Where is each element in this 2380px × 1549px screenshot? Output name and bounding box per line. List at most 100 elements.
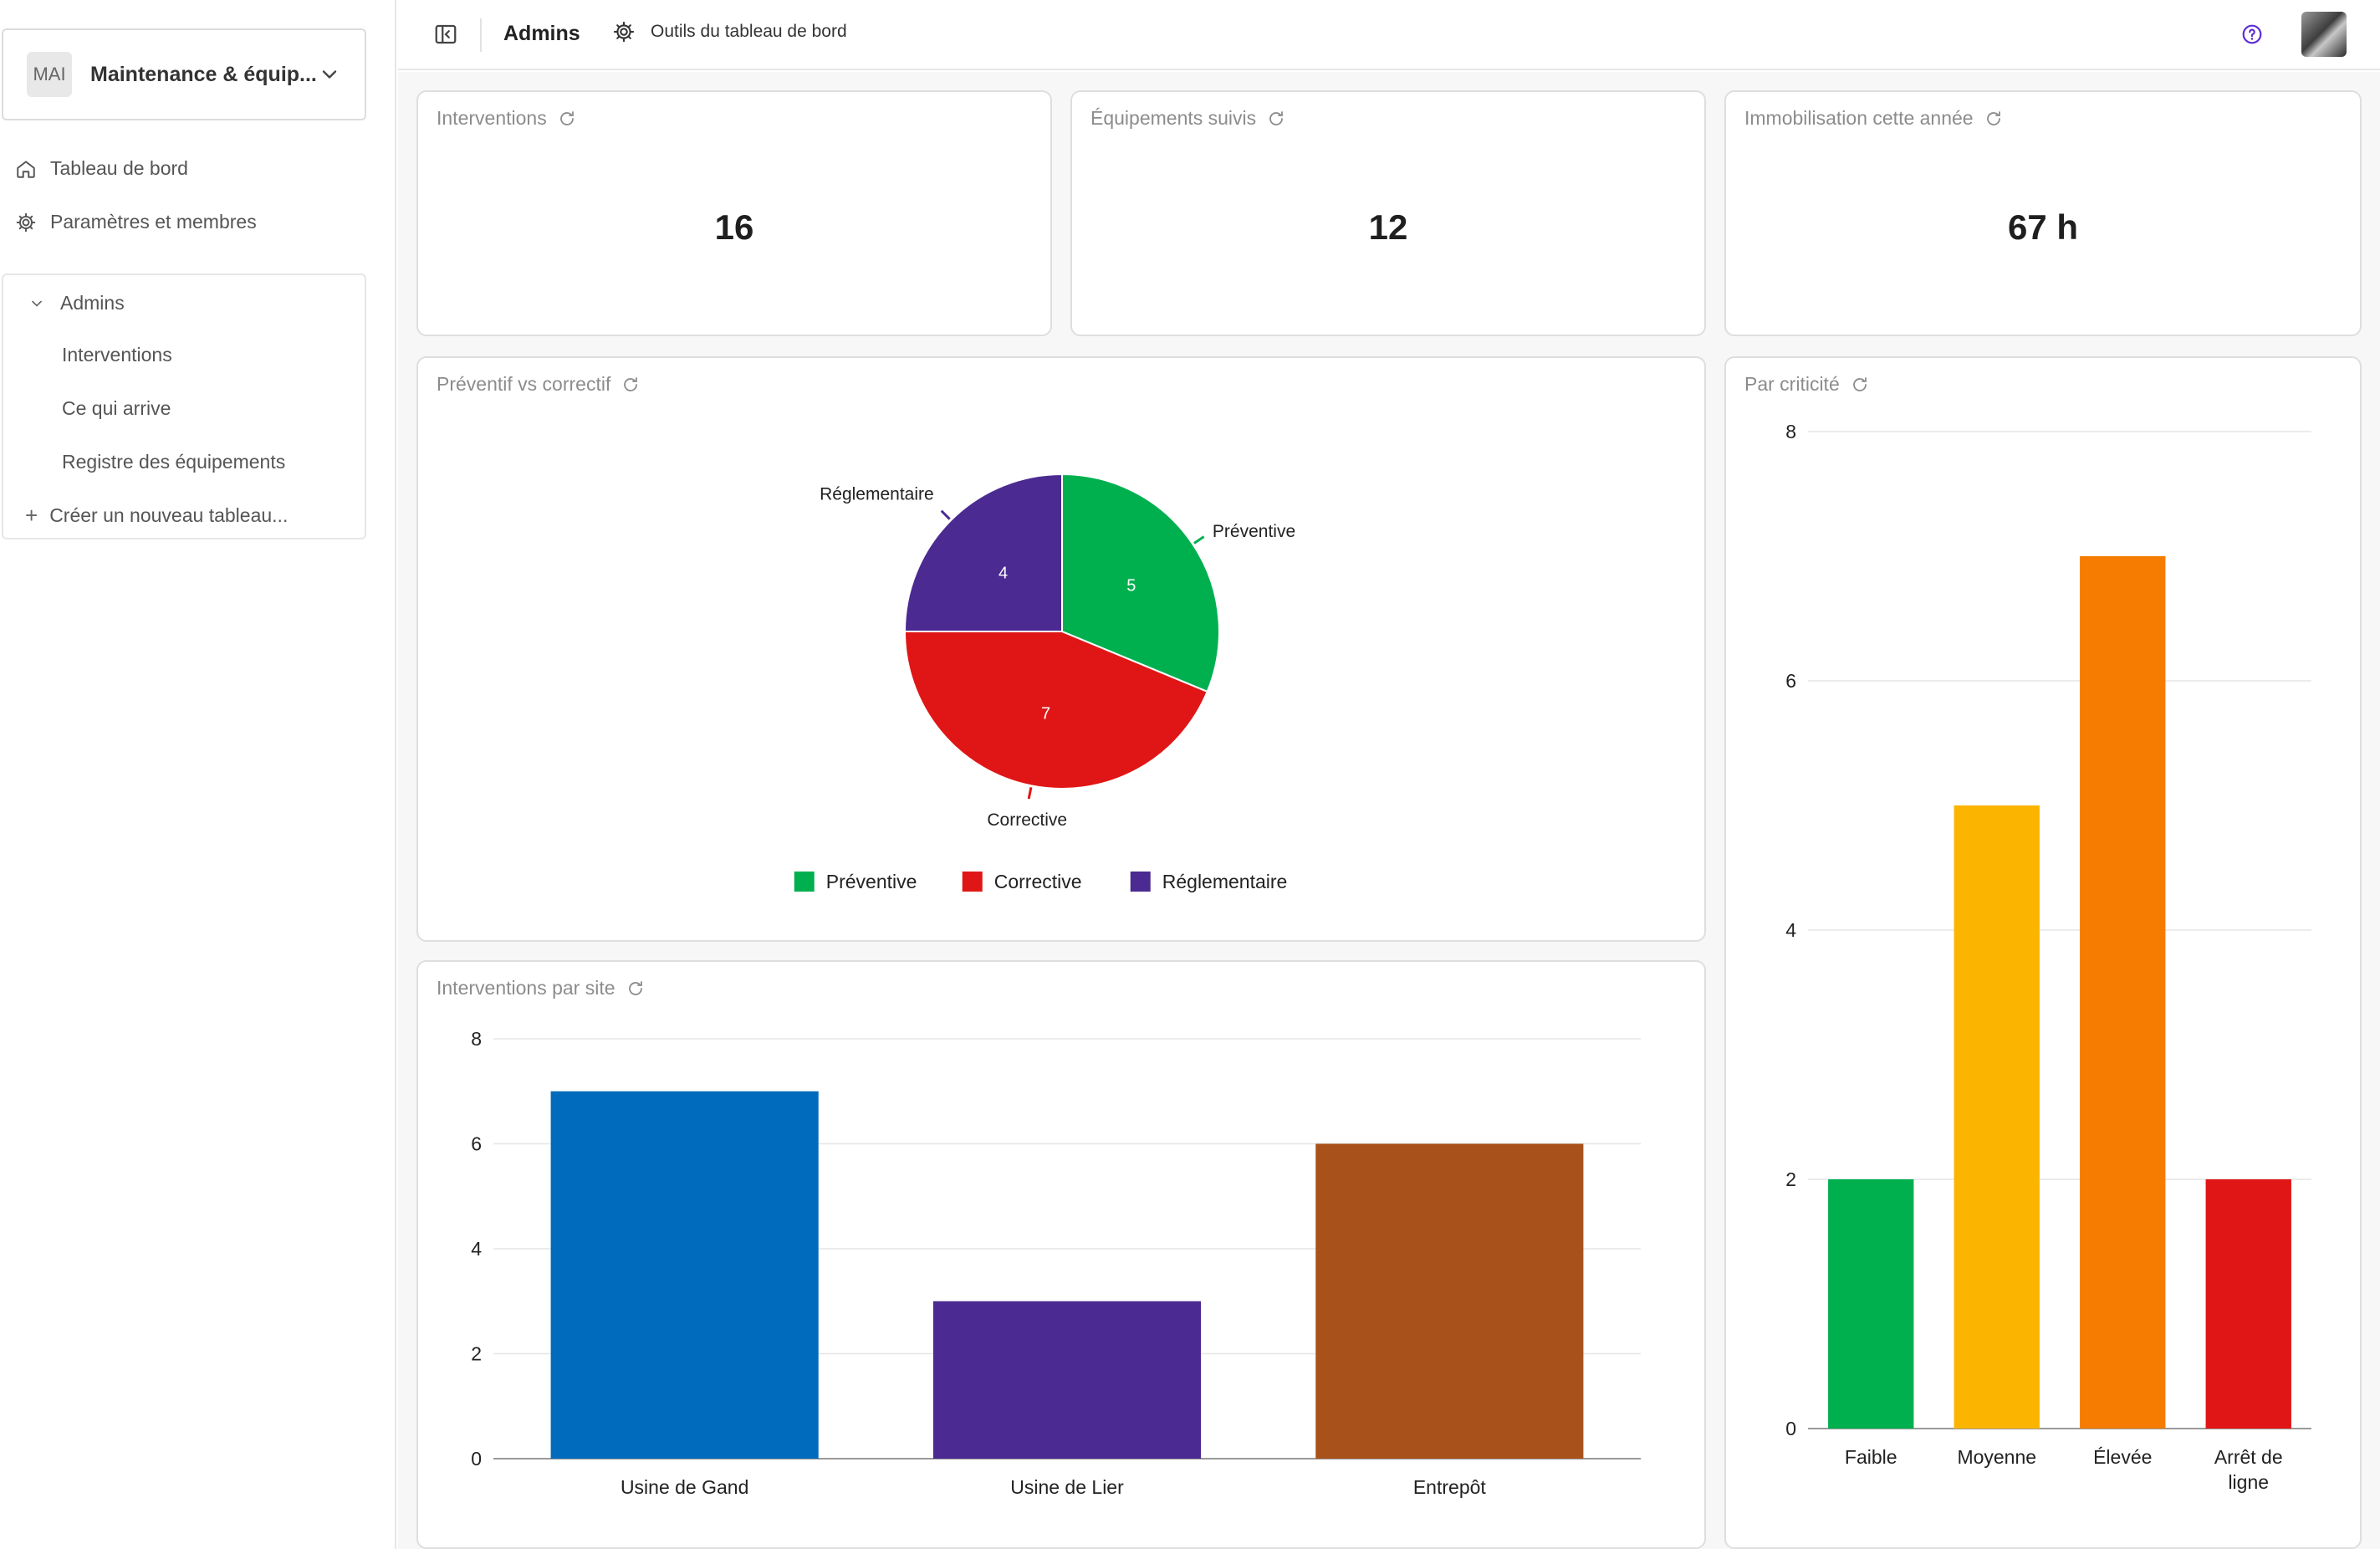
pie-slice[interactable]: [903, 473, 1063, 632]
criticality-bar-chart: 0 2 4 6 8 Faible Moyenne Élevée Arrêt de ligne: [1785, 421, 2311, 1493]
y-tick-label: 0: [1785, 1418, 1796, 1439]
pie-value-label: 7: [1041, 705, 1050, 723]
card-title-text: Interventions: [437, 107, 547, 129]
bar[interactable]: [1315, 1143, 1584, 1460]
kpi-value: 67 h: [2007, 207, 2079, 247]
legend-swatch: [962, 872, 983, 892]
y-tick-label: 6: [1785, 670, 1796, 692]
dashboard-tools-button[interactable]: Outils du tableau de bord: [612, 20, 847, 43]
x-tick-label: Entrepôt: [1413, 1476, 1487, 1498]
bar[interactable]: [932, 1301, 1202, 1459]
card-title-text: Interventions par site: [437, 977, 615, 999]
sidebar-item-interventions[interactable]: Interventions: [62, 344, 172, 366]
refresh-icon[interactable]: [621, 375, 641, 395]
x-tick-label: Usine de Lier: [1010, 1476, 1124, 1498]
legend-label[interactable]: Réglementaire: [1162, 871, 1288, 892]
x-tick-label: Arrêt de: [2214, 1446, 2283, 1468]
create-dashboard-button[interactable]: + Créer un nouveau tableau...: [25, 503, 288, 529]
y-tick-label: 4: [471, 1238, 482, 1260]
pie-leader-line: [1027, 787, 1033, 800]
sidebar-item-equipment-register[interactable]: Registre des équipements: [62, 451, 286, 473]
refresh-icon[interactable]: [1850, 375, 1870, 395]
dashboard-canvas: Interventions 16 Équipements suivis 12 I…: [398, 72, 2380, 1549]
bar[interactable]: [550, 1091, 819, 1459]
pie-leader-line: [1193, 535, 1205, 544]
x-tick-label: Moyenne: [1957, 1446, 2036, 1468]
pie-slice[interactable]: [1061, 473, 1220, 693]
sidebar: MAI Maintenance & équip... Tableau de bo…: [0, 0, 396, 1549]
pie-category-label: Réglementaire: [820, 485, 934, 504]
group-label: Admins: [60, 292, 125, 314]
pie-slice[interactable]: [903, 631, 1208, 790]
y-tick-label: 2: [1785, 1168, 1796, 1190]
y-tick-label: 8: [1785, 421, 1796, 442]
gear-icon: [16, 212, 36, 232]
divider: [480, 18, 482, 52]
bar[interactable]: [1828, 1179, 1914, 1429]
legend-swatch: [794, 872, 815, 892]
kpi-value: 12: [1368, 207, 1408, 247]
kpi-card-interventions[interactable]: Interventions 16: [416, 90, 1052, 336]
sidebar-item-upcoming[interactable]: Ce qui arrive: [62, 397, 171, 419]
card-title: Équipements suivis: [1090, 107, 1286, 130]
x-tick-label: Faible: [1845, 1446, 1897, 1468]
pie-chart-card[interactable]: Préventif vs correctif 5 Préventive 7 Corre…: [416, 356, 1706, 942]
card-title-text: Préventif vs correctif: [437, 373, 611, 395]
site-bar-chart: 0 2 4 6 8 Usine de Gand Usine de Lier Entrepôt: [471, 1028, 1641, 1498]
y-tick-label: 6: [471, 1133, 482, 1155]
plus-icon: +: [25, 503, 38, 528]
top-bar: Admins Outils du tableau de bord: [398, 0, 2380, 70]
dashboard-group: Admins Interventions Ce qui arrive Regis…: [2, 274, 366, 539]
card-title: Immobilisation cette année: [1744, 107, 2004, 130]
y-tick-label: 8: [471, 1028, 482, 1050]
dashboard-tools-label: Outils du tableau de bord: [651, 22, 847, 41]
create-dashboard-label: Créer un nouveau tableau...: [49, 504, 289, 526]
card-title: Interventions: [437, 107, 577, 130]
kpi-card-equipment[interactable]: Équipements suivis 12: [1070, 90, 1706, 336]
home-icon: [17, 160, 35, 178]
avatar[interactable]: [2301, 12, 2347, 57]
card-title: Préventif vs correctif: [437, 373, 641, 396]
x-tick-label: ligne: [2228, 1471, 2269, 1493]
card-title-text: Équipements suivis: [1090, 107, 1257, 129]
refresh-icon[interactable]: [626, 979, 646, 999]
criticality-bar-chart-card[interactable]: Par criticité 0 2 4 6 8 Faible Moyenne Élevée Ar…: [1724, 356, 2362, 1549]
refresh-icon[interactable]: [1984, 109, 2004, 129]
nav-item-label: Tableau de bord: [50, 157, 188, 179]
nav-item-settings[interactable]: Paramètres et membres: [15, 211, 257, 233]
site-bar-chart-card[interactable]: Interventions par site 0 2 4 6 8 Usine de Gan…: [416, 960, 1706, 1549]
group-header-admins[interactable]: Admins: [28, 292, 125, 314]
workspace-switcher[interactable]: MAI Maintenance & équip...: [2, 28, 366, 120]
pie-category-label: Préventive: [1213, 522, 1295, 541]
y-tick-label: 4: [1785, 919, 1796, 941]
sidebar-toggle-icon[interactable]: [433, 22, 458, 47]
chevron-down-icon: [322, 70, 337, 79]
workspace-badge: MAI: [27, 52, 72, 97]
nav-item-dashboard[interactable]: Tableau de bord: [15, 157, 188, 180]
pie-value-label: 5: [1126, 577, 1136, 596]
legend-label[interactable]: Préventive: [826, 871, 917, 892]
kpi-card-downtime[interactable]: Immobilisation cette année 67 h: [1724, 90, 2362, 336]
nav-item-label: Paramètres et membres: [50, 211, 257, 233]
bar[interactable]: [2080, 556, 2166, 1429]
gear-icon: [613, 21, 635, 43]
refresh-icon[interactable]: [1266, 109, 1286, 129]
page-title: Admins: [503, 22, 580, 45]
pie-value-label: 4: [998, 565, 1008, 583]
x-tick-label: Élevée: [2093, 1446, 2152, 1468]
card-title-text: Immobilisation cette année: [1744, 107, 1974, 129]
help-circle-icon[interactable]: [2241, 23, 2263, 45]
bar[interactable]: [2205, 1179, 2291, 1429]
kpi-value: 16: [714, 207, 754, 247]
card-title-text: Par criticité: [1744, 373, 1840, 395]
pie-chart: 5 Préventive 7 Corrective 4 Réglementaire Prév…: [794, 473, 1295, 892]
chevron-down-icon: [32, 300, 42, 307]
legend-swatch: [1130, 872, 1151, 892]
legend-label[interactable]: Corrective: [994, 871, 1082, 892]
bar[interactable]: [1954, 805, 2040, 1429]
card-title: Par criticité: [1744, 373, 1870, 396]
refresh-icon[interactable]: [557, 109, 577, 129]
pie-category-label: Corrective: [987, 810, 1067, 830]
y-tick-label: 0: [471, 1448, 482, 1470]
workspace-name: Maintenance & équip...: [90, 62, 317, 86]
